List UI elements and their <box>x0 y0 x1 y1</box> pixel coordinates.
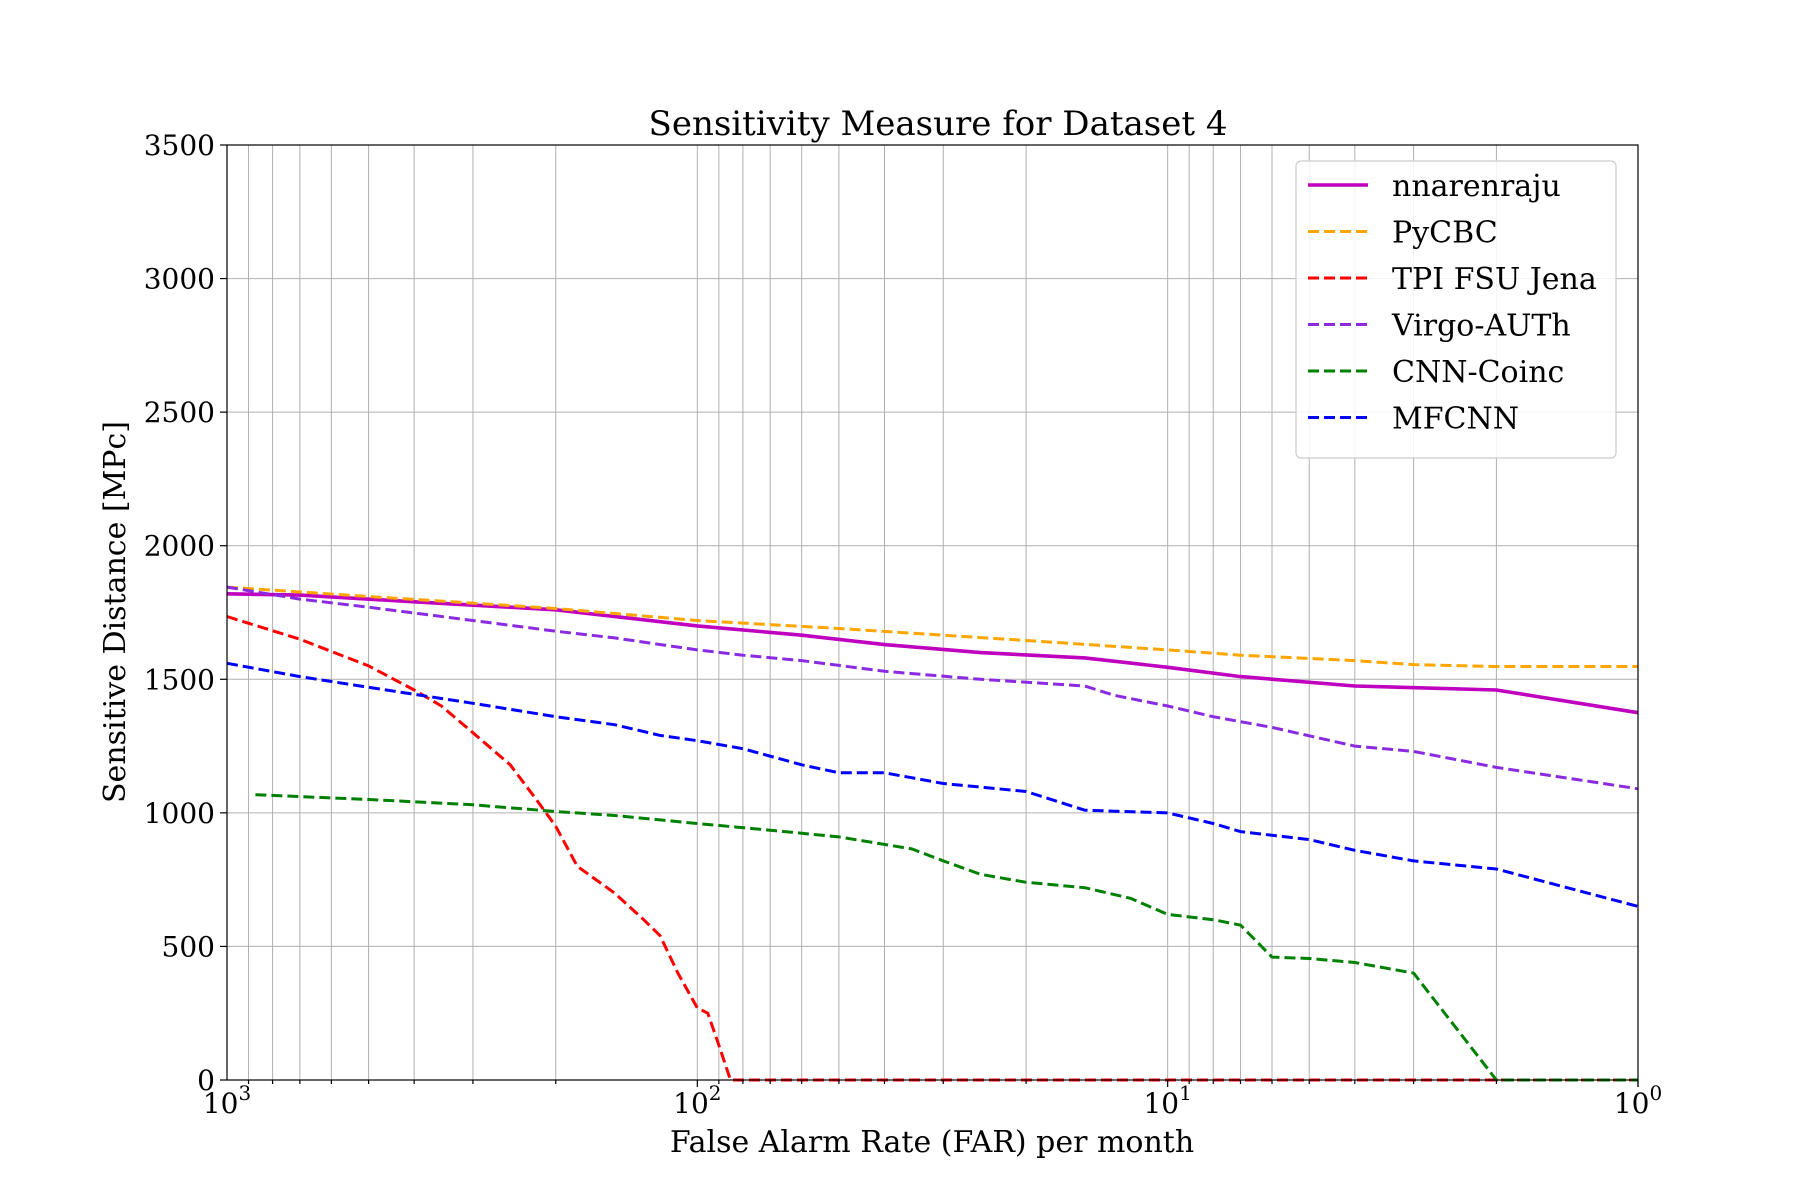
chart-title: Sensitivity Measure for Dataset 4 <box>649 104 1228 144</box>
series-line-tpi-fsu-jena <box>226 615 1638 1082</box>
grid <box>227 144 1639 1081</box>
series-line-mfcnn <box>226 661 1639 908</box>
ticks <box>220 144 1639 1087</box>
legend-box <box>1295 160 1617 459</box>
x-tick-label: 103 <box>203 1081 251 1120</box>
plot-frame <box>226 144 1639 1081</box>
y-axis-label: Sensitive Distance [MPc] <box>98 421 133 803</box>
y-tick-label: 500 <box>162 930 215 963</box>
y-tick-label: 3500 <box>144 129 215 162</box>
y-tick-label: 3000 <box>144 263 215 296</box>
x-tick-labels: 103 102 101 100 <box>203 1081 1662 1120</box>
legend-label: PyCBC <box>1392 216 1498 251</box>
x-axis-label: False Alarm Rate (FAR) per month <box>670 1125 1194 1160</box>
series-line-virgo-auth <box>226 585 1639 791</box>
x-tick-label: 102 <box>673 1081 721 1120</box>
x-tick-label: 101 <box>1143 1081 1191 1120</box>
legend-label: Virgo-AUTh <box>1391 309 1571 344</box>
y-tick-label: 1500 <box>144 663 215 696</box>
legend-label: TPI FSU Jena <box>1392 262 1597 297</box>
series-line-pycbc <box>226 585 1638 668</box>
legend: nnarenraju PyCBC TPI FSU Jena Virgo-AUTh CNN… <box>1295 160 1617 459</box>
series-line-nnarenraju <box>226 592 1639 715</box>
legend-label: MFCNN <box>1392 402 1519 437</box>
legend-label: nnarenraju <box>1392 169 1561 204</box>
y-tick-labels: 0 500 1000 1500 2000 2500 3000 3500 <box>144 129 215 1097</box>
series-lines <box>226 585 1639 1082</box>
y-tick-label: 1000 <box>144 797 215 830</box>
x-tick-label: 100 <box>1614 1081 1662 1120</box>
series-line-cnn-coinc <box>255 793 1638 1082</box>
y-tick-label: 2500 <box>144 396 215 429</box>
legend-label: CNN-Coinc <box>1392 355 1564 390</box>
y-tick-label: 2000 <box>144 530 215 563</box>
y-tick-label: 0 <box>197 1064 215 1097</box>
